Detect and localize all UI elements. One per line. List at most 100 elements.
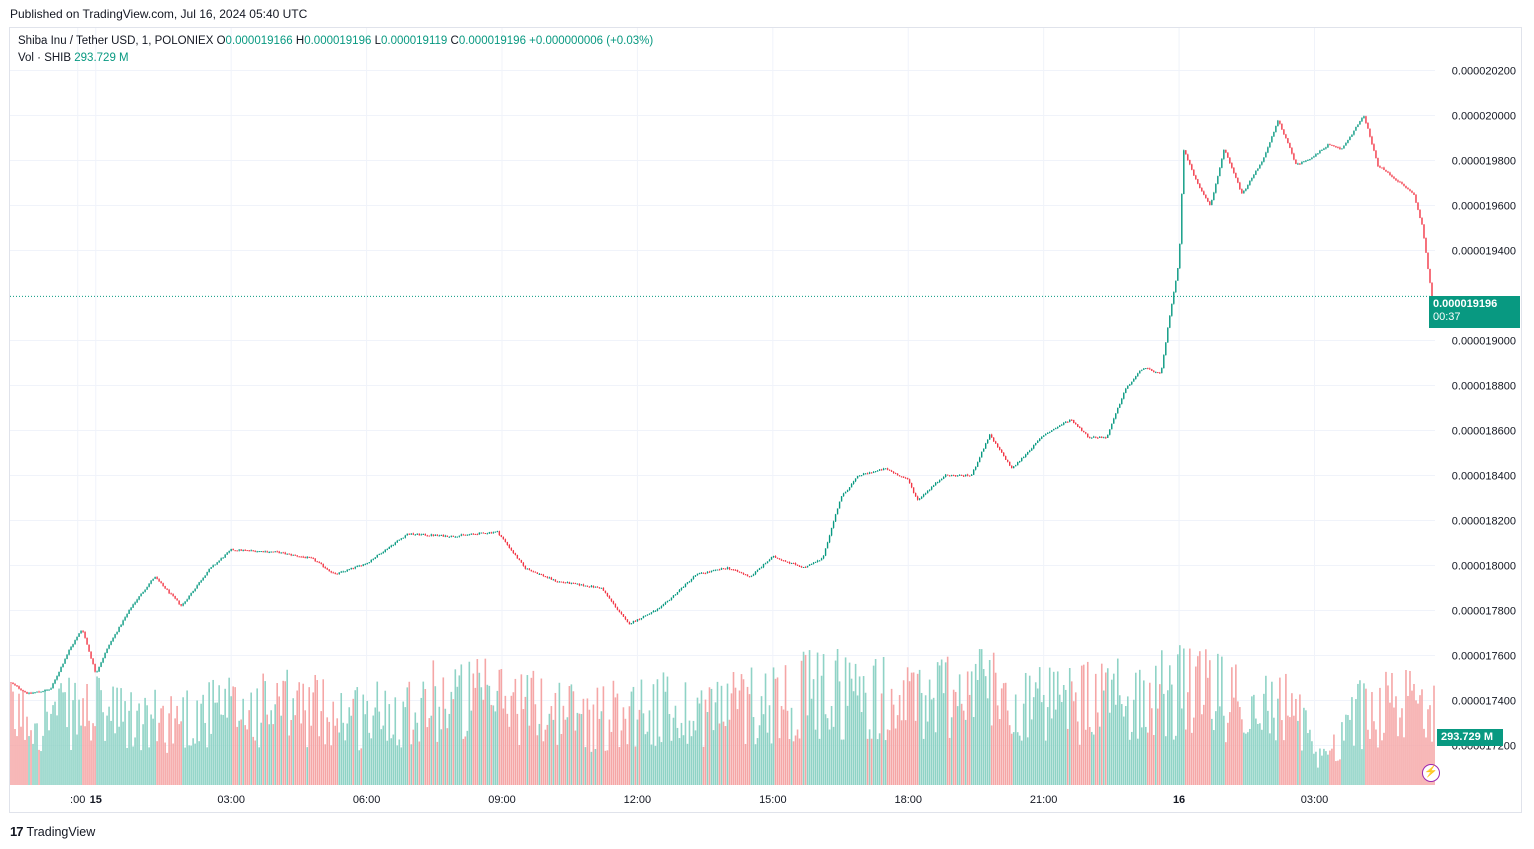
volume-bar xyxy=(126,747,128,785)
volume-bar xyxy=(560,733,563,785)
candle-body xyxy=(234,550,236,552)
volume-bar xyxy=(962,710,965,785)
candle-body xyxy=(266,551,268,553)
volume-bar xyxy=(208,682,210,785)
volume-bar xyxy=(1245,733,1247,785)
candle-body xyxy=(542,574,545,577)
volume-bar xyxy=(1132,699,1135,785)
volume-bar xyxy=(776,677,779,785)
candle-body xyxy=(1345,142,1347,146)
candle-body xyxy=(488,532,491,534)
candle-body xyxy=(424,533,426,536)
candle-body xyxy=(370,559,372,563)
volume-bar xyxy=(1345,714,1347,785)
volume-bar xyxy=(328,721,331,785)
volume-bar xyxy=(898,695,901,785)
candle-body xyxy=(1009,461,1011,466)
volume-bar xyxy=(24,739,26,785)
candle-body xyxy=(964,474,967,477)
candle-body xyxy=(378,554,380,556)
volume-bar xyxy=(374,707,377,785)
candle-body xyxy=(1425,237,1427,253)
candle-body xyxy=(744,574,747,576)
volume-bar xyxy=(1124,706,1127,785)
volume-bar xyxy=(856,695,859,785)
candle-body xyxy=(334,572,336,574)
volume-bar xyxy=(606,750,609,785)
volume-bar xyxy=(572,691,575,785)
volume-bar xyxy=(1058,694,1061,785)
volume-tag: 293.729 M xyxy=(1437,729,1503,746)
candle-body xyxy=(366,562,368,565)
candle-body xyxy=(1205,194,1207,199)
volume-bar xyxy=(582,698,585,785)
volume-bar xyxy=(550,706,553,785)
volume-bar xyxy=(1389,702,1391,785)
candle-body xyxy=(522,562,525,566)
volume-bar xyxy=(422,681,425,785)
last-price-value: 0.000019196 xyxy=(1433,298,1498,310)
volume-bar xyxy=(1044,740,1047,785)
candle-body xyxy=(342,571,344,573)
candle-body xyxy=(320,562,322,565)
volume-bar xyxy=(958,674,961,785)
volume-bar xyxy=(1281,720,1283,785)
candle-body xyxy=(910,482,913,488)
lightning-icon[interactable]: ⚡ xyxy=(1422,764,1440,782)
volume-bar xyxy=(12,691,14,785)
volume-bar xyxy=(94,726,96,785)
candle-body xyxy=(450,535,453,537)
volume-bar xyxy=(512,692,515,785)
volume-bar xyxy=(710,688,713,785)
volume-bar xyxy=(1062,685,1065,785)
candle-body xyxy=(1081,427,1083,431)
volume-bar xyxy=(420,697,423,785)
volume-bar xyxy=(590,751,593,785)
candle-body xyxy=(420,534,422,536)
candle-body xyxy=(1369,128,1371,137)
volume-bar xyxy=(772,667,775,785)
volume-bar xyxy=(346,723,349,785)
candle-body xyxy=(678,589,681,593)
candle-body xyxy=(826,542,829,549)
volume-bar xyxy=(816,652,819,785)
candle-body xyxy=(164,586,166,589)
candle-body xyxy=(630,623,633,625)
candle-body xyxy=(706,571,709,574)
candle-body xyxy=(174,596,176,599)
candle-body xyxy=(1377,158,1379,167)
candle-body xyxy=(1135,376,1137,380)
volume-bar xyxy=(166,752,168,785)
volume-bar xyxy=(700,690,703,785)
tradingview-brand[interactable]: 17 TradingView xyxy=(10,824,95,839)
candle-body xyxy=(396,540,398,543)
candle-body xyxy=(1263,157,1265,162)
candle-body xyxy=(220,558,222,561)
candle-body xyxy=(176,598,178,601)
volume-bar xyxy=(936,662,939,785)
volume-bar xyxy=(1136,738,1139,785)
volume-bar xyxy=(888,730,891,785)
candle-body xyxy=(40,691,42,693)
candlestick-chart[interactable]: 0.000020200 0.000020000 0.000019800 0.00001… xyxy=(10,28,1522,812)
volume-bar xyxy=(242,698,244,785)
volume-bar xyxy=(1311,741,1313,785)
candle-body xyxy=(16,685,18,687)
candle-body xyxy=(226,552,228,555)
candle-body xyxy=(1253,174,1255,178)
candle-body xyxy=(920,496,923,499)
volume-bar xyxy=(964,719,967,785)
volume-bar xyxy=(1233,697,1235,785)
volume-bar xyxy=(302,683,305,785)
volume-bar xyxy=(526,675,529,785)
candle-body xyxy=(1055,428,1057,430)
candle-body xyxy=(1393,176,1395,179)
volume-bar xyxy=(184,747,186,785)
volume-bar xyxy=(128,710,130,785)
candle-body xyxy=(1231,163,1233,168)
candle-body xyxy=(1387,171,1389,173)
volume-bar xyxy=(724,726,727,785)
volume-bar xyxy=(14,729,16,785)
candle-body xyxy=(730,569,733,571)
volume-bar xyxy=(304,710,307,785)
